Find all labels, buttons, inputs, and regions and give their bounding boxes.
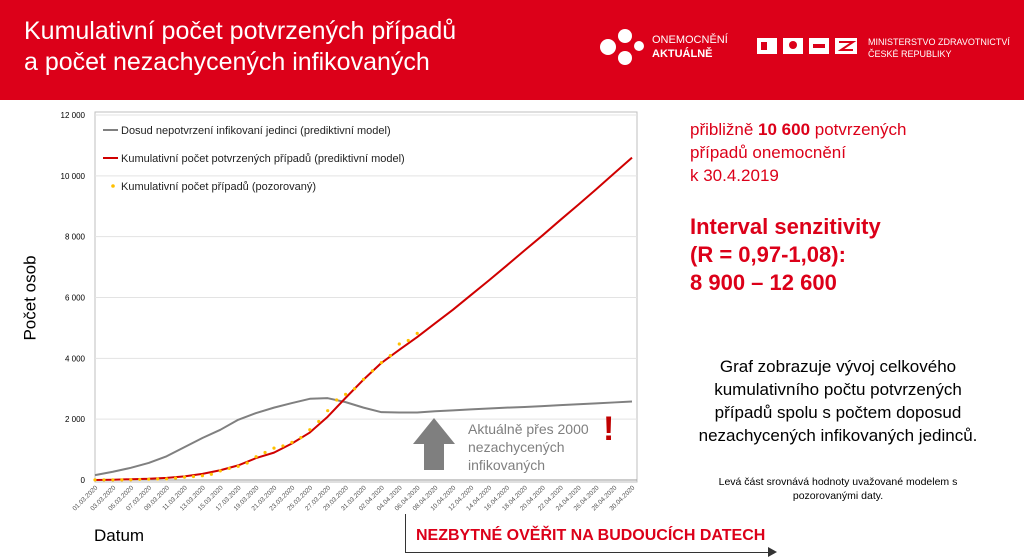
observed-point [191,474,196,479]
y-tick-label: 0 [81,476,86,485]
observed-point [361,377,366,381]
page-title: Kumulativní počet potvrzených případů a … [24,16,456,78]
mzcr-logo-icon [757,38,857,54]
observed-point [209,472,213,476]
observed-point [200,474,204,478]
observed-point [308,428,312,432]
exclamation-mark: ! [603,410,615,448]
observed-point [263,450,267,455]
interval-line2: (R = 0,97-1,08): [690,242,846,267]
observed-point [156,477,160,481]
logo1-line2: AKTUÁLNĚ [652,48,713,60]
observed-point [406,338,410,343]
arrow-up-icon [413,418,455,470]
observed-point [281,444,285,448]
y-tick-label: 6 000 [65,294,86,303]
y-tick-label: 10 000 [61,172,86,181]
verify-callout: NEZBYTNÉ OVĚŘIT NA BUDOUCÍCH DATECH [416,527,766,544]
interval-text: Interval senzitivity (R = 0,97-1,08): 8 … [690,213,881,297]
title-line-2: a počet nezachycených infikovaných [24,48,430,76]
observed-point [370,369,375,373]
estimate-post: potvrzených [810,120,907,139]
logo2-line1: MINISTERSTVO ZDRAVOTNICTVÍ [868,37,1010,47]
interval-line1: Interval senzitivity [690,214,881,239]
observed-point [236,464,240,468]
observed-point [173,476,178,480]
annotation-text: Aktuálně přes 2000 nezachycených infikov… [468,421,589,473]
observed-point [335,398,339,402]
observed-point [111,478,115,482]
estimate-line2: případů onemocnění [690,143,846,162]
observed-point [182,475,187,479]
legend-label: Kumulativní počet potvrzených případů (p… [121,153,405,165]
observed-point [218,469,222,473]
logo2-line2: ČESKÉ REPUBLIKY [868,49,952,59]
header-banner: Kumulativní počet potvrzených případů a … [0,0,1024,100]
estimate-value: 10 600 [758,120,811,139]
observed-point [245,461,249,465]
observed-point [147,477,151,481]
estimate-pre: přibližně [690,120,759,139]
observed-point [272,446,276,450]
logo1-line1: ONEMOCNĚNÍ [652,34,728,46]
description-note: Levá část srovnává hodnoty uvažované mod… [718,476,958,502]
observed-point [299,435,303,440]
arrow-right-icon [768,547,777,557]
observed-point [379,361,383,365]
legend-label: Kumulativní počet případů (pozorovaný) [121,181,316,193]
observed-point [388,353,392,358]
observed-point [397,342,401,346]
x-axis-label: Datum [94,526,145,545]
observed-point [102,478,106,482]
observed-point [93,478,97,482]
onemocneni-aktualne-logo-icon [598,27,648,67]
y-axis-label: Počet osob [20,255,40,341]
logo1-text: ONEMOCNĚNÍ AKTUÁLNĚ [652,33,728,61]
observed-point [415,331,419,335]
description: Graf zobrazuje vývoj celkového kumulativ… [698,357,978,445]
title-line-1: Kumulativní počet potvrzených případů [24,17,457,45]
series-line-undetected [94,397,633,477]
logo2-text: MINISTERSTVO ZDRAVOTNICTVÍ ČESKÉ REPUBLI… [868,36,1010,60]
estimate-text: přibližně 10 600 potvrzených případů one… [690,118,906,187]
y-tick-label: 8 000 [65,233,86,242]
observed-point [165,477,169,481]
y-tick-label: 2 000 [65,415,86,424]
y-tick-label: 12 000 [61,111,86,120]
observed-point [120,478,124,482]
observed-point [352,387,357,391]
bracket-line [405,514,771,553]
observed-point [129,478,133,482]
legend-swatch [111,184,115,188]
observed-point [326,409,330,413]
interval-line3: 8 900 – 12 600 [690,270,837,295]
observed-point [344,392,348,396]
estimate-line3: k 30.4.2019 [690,166,779,185]
observed-point [138,477,142,482]
legend-label: Dosud nepotvrzení infikovaní jedinci (pr… [121,125,391,137]
observed-point [317,419,321,424]
observed-point [227,466,231,470]
y-tick-label: 4 000 [65,354,86,363]
observed-point [254,455,258,459]
observed-point [290,440,294,445]
